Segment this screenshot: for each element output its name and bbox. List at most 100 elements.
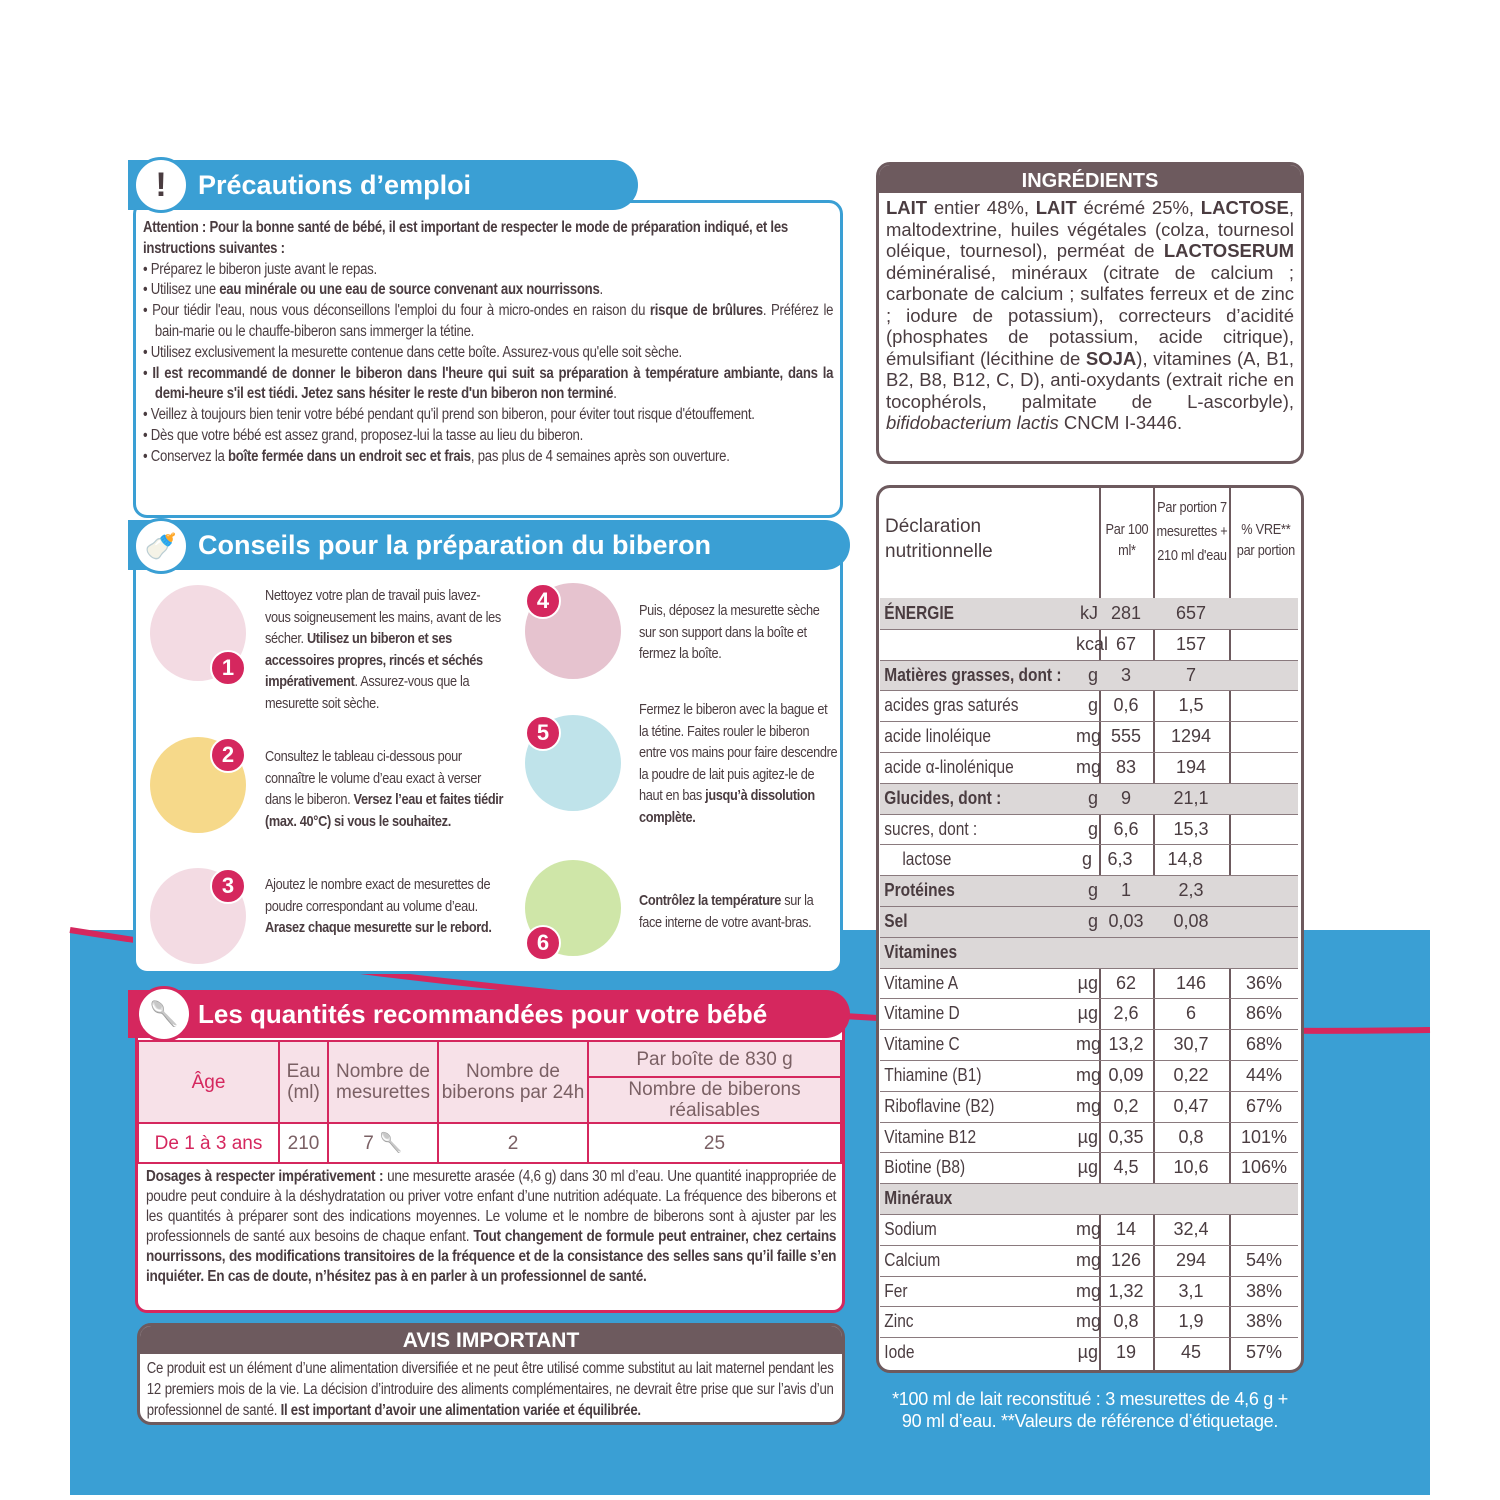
precautions-header: Précautions d’emploi [128, 160, 638, 210]
row-divider [880, 1306, 1298, 1308]
step-text-6: Contrôlez la température sur la face int… [639, 890, 839, 933]
col-biberons: Nombre de biberons par 24h [437, 1040, 589, 1124]
avis-body: Ce produit est un élément d’une alimenta… [146, 1360, 834, 1419]
dosage-text: Dosages à respecter impérativement : une… [146, 1167, 836, 1287]
nutrition-per100: 126 [1110, 1249, 1142, 1270]
avis-title: AVIS IMPORTANT [140, 1326, 842, 1354]
nutrition-row: lactose g 6,3 14,8 [880, 844, 1298, 875]
step-text-5: Fermez le biberon avec la bague et la té… [639, 699, 839, 828]
nutrition-row: Vitamine B12 µg 0,35 0,8 101% [880, 1122, 1298, 1153]
row-divider [880, 659, 1298, 661]
nutrition-row: Biotine (B8) µg 4,5 10,6 106% [880, 1152, 1298, 1183]
nutrition-portion: 194 [1175, 757, 1207, 777]
nutrition-row: Protéines g 1 2,3 [880, 875, 1298, 907]
nutrition-per100: 0,03 [1108, 911, 1144, 931]
nutrition-row: ÉNERGIE kJ 281 657 [880, 598, 1298, 629]
nutrition-unit: µg [1077, 1157, 1098, 1178]
nutrition-row: sucres, dont : g 6,6 15,3 [880, 814, 1298, 845]
nutrition-row: Thiamine (B1) mg 0,09 0,22 44% [880, 1060, 1298, 1091]
quantites-title: Les quantités recommandées pour votre bé… [198, 998, 768, 1029]
nutrition-portion: 14,8 [1167, 849, 1203, 870]
nutrition-portion: 0,47 [1173, 1095, 1209, 1116]
precaution-bold: boîte fermée dans un endroit sec et frai… [228, 447, 471, 465]
nutrition-row: Sel g 0,03 0,08 [880, 906, 1298, 937]
nutrition-row: Glucides, dont : g 9 21,1 [880, 782, 1298, 814]
precaution-post: . [599, 281, 604, 299]
precaution-bold: risque de brûlures [649, 302, 763, 320]
step-bold: Contrôlez la température [639, 892, 782, 909]
nutrition-header-label: Déclaration nutritionnelle [885, 516, 993, 562]
ingredient-fragment: LACTOSERUM [1163, 240, 1294, 261]
step-text-4: Puis, déposez la mesurette sèche sur son… [639, 600, 839, 665]
nutrition-label: Vitamine A [884, 972, 959, 993]
ingredient-fragment: bifidobacterium lactis [886, 412, 1059, 433]
nutrition-unit: mg [1076, 1065, 1102, 1085]
precaution-pre: Préparez le biberon juste avant le repas… [150, 260, 377, 278]
precaution-item: Veillez à toujours bien tenir votre bébé… [143, 405, 833, 426]
nutrition-unit: µg [1077, 1003, 1098, 1024]
nutrition-row: Vitamine A µg 62 146 36% [880, 968, 1298, 999]
nutrition-unit: mg [1076, 1034, 1102, 1055]
nutrition-unit: µg [1077, 1126, 1098, 1147]
nutrition-header-portion: Par portion 7 mesurettes + 210 ml d'eau [1156, 499, 1228, 564]
precaution-pre: Pour tiédir l'eau, nous vous déconseillo… [152, 302, 650, 320]
scoop-icon: 🥄 [379, 1132, 403, 1154]
nutrition-per100: 3 [1120, 664, 1131, 685]
col-boite: Par boîte de 830 g [587, 1040, 842, 1078]
nutrition-unit: kcal [1076, 633, 1109, 654]
nutrition-label: lactose [902, 849, 952, 870]
row-divider [880, 628, 1298, 630]
nutrition-label: Vitamine B12 [884, 1126, 977, 1147]
precaution-post: . Préférez le bain-marie ou le chauffe-b… [154, 302, 834, 340]
precaution-item: Dès que votre bébé est assez grand, prop… [143, 426, 833, 447]
nutrition-label: acide α-linolénique [884, 757, 1014, 777]
precaution-item: Préparez le biberon juste avant le repas… [143, 260, 833, 281]
precaution-item: Il est recommandé de donner le biberon d… [143, 364, 833, 406]
nutrition-portion: 32,4 [1173, 1219, 1209, 1239]
nutrition-per100: 9 [1120, 787, 1131, 808]
nutrition-unit: g [1087, 818, 1098, 839]
measuring-scoop-icon: 🥄 [136, 986, 192, 1042]
col-mesurettes: Nombre de mesurettes [327, 1040, 439, 1124]
col-eau: Eau (ml) [278, 1040, 329, 1124]
nutrition-portion: 0,22 [1173, 1065, 1209, 1085]
exclamation-icon: ! [133, 157, 189, 213]
row-realisables: 25 [587, 1122, 842, 1164]
nutrition-row: acide linoléique mg 555 1294 [880, 721, 1298, 752]
row-divider [880, 782, 1298, 784]
ingredient-fragment: écrémé 25%, [1076, 197, 1201, 218]
precaution-bold: eau minérale ou une eau de source conven… [219, 281, 600, 299]
step-post: . Assurez-vous que la mesurette soit sèc… [265, 673, 470, 712]
row-eau: 210 [278, 1122, 329, 1164]
step-pre: Puis, déposez la mesurette sèche sur son… [639, 602, 820, 662]
ingredient-fragment: LAIT [1035, 197, 1077, 218]
nutrition-row: acide α-linolénique mg 83 194 [880, 752, 1298, 783]
precaution-item: Conservez la boîte fermée dans un endroi… [143, 447, 833, 468]
nutrition-per100: 2,6 [1113, 1003, 1139, 1024]
nutrition-vre: 106% [1240, 1157, 1288, 1178]
step-post: sur la face interne de votre avant-bras. [639, 892, 814, 931]
step-number-badge: 2 [210, 737, 246, 773]
nutrition-unit: g [1087, 880, 1098, 901]
row-divider [880, 1029, 1298, 1031]
precaution-post: . [613, 385, 617, 403]
nutrition-per100: 13,2 [1108, 1034, 1144, 1055]
step-pre: Consultez le tableau ci-dessous pour con… [265, 748, 482, 808]
nutrition-portion: 3,1 [1178, 1280, 1204, 1301]
step-text-2: Consultez le tableau ci-dessous pour con… [265, 746, 505, 832]
nutrition-per100: 0,35 [1108, 1126, 1144, 1147]
step-bold: jusqu’à dissolution complète. [639, 787, 815, 826]
row-divider [880, 1183, 1298, 1185]
nutrition-per100: 4,5 [1113, 1157, 1139, 1178]
nutrition-per100: 0,2 [1113, 1095, 1139, 1116]
precaution-bold: Il est recommandé de donner le biberon d… [152, 364, 834, 403]
nutrition-label: Sodium [884, 1219, 937, 1239]
row-divider [880, 1337, 1298, 1339]
row-age: De 1 à 3 ans [137, 1122, 280, 1164]
step-text-1: Nettoyez votre plan de travail puis lave… [265, 585, 505, 714]
nutrition-row: Calcium mg 126 294 54% [880, 1245, 1298, 1276]
nutrition-unit: mg [1076, 726, 1102, 747]
nutrition-label: Biotine (B8) [884, 1157, 966, 1178]
row-divider [880, 844, 1298, 846]
precaution-pre: Utilisez une [150, 281, 220, 299]
